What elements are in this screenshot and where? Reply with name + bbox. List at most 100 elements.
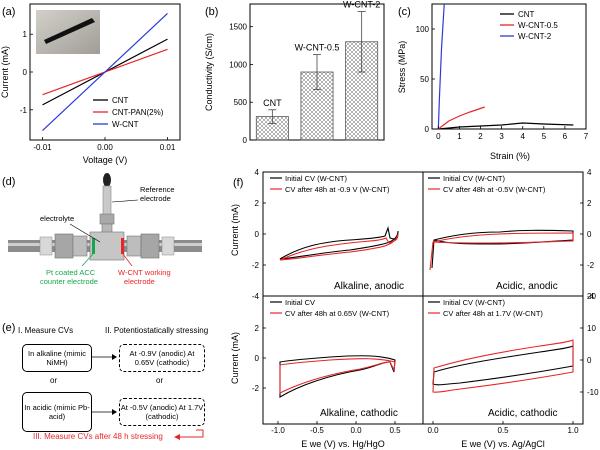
panel-a: (a) -0.01 0.00 0.01 -1 0 1 CNT CNT-PAN(2%) W-… — [0, 3, 181, 165]
c-xtick-label: 3 — [499, 132, 504, 141]
f-tr-legend-1: CV after 48h at -0.5V (W-CNT) — [443, 185, 546, 194]
f-xtick-label-left: -1.0 — [271, 426, 285, 435]
working-leader — [122, 253, 133, 267]
panel-c-frame — [431, 3, 587, 130]
acidic-box: In acidic (mimic Pb-acid) — [22, 392, 92, 432]
cv-tr-after — [429, 232, 574, 271]
panel-e-arrows: (e) — [2, 322, 204, 440]
a-ytick-label: 0 — [23, 68, 28, 77]
working-label-line2: electrode — [124, 277, 155, 286]
counter-electrode-mark — [92, 238, 95, 254]
panel-b-bars: CNT W-CNT-0.5 W-CNT-2 — [255, 0, 380, 141]
f-ytick-label-top-left: 2 — [255, 199, 260, 208]
f-bottom-ylabel: Current (mA) — [230, 332, 240, 384]
f-tr-legend-0: Initial CV (W-CNT) — [443, 174, 505, 183]
reference-label-line2: electrode — [140, 194, 171, 203]
alkaline-box: In alkaline (mimic NiMH) — [22, 344, 92, 372]
f-ytick-label-top-left: 4 — [255, 168, 260, 177]
f-tr-title: Acidic, anodic — [496, 281, 558, 292]
legend-label-cnt-pan: CNT-PAN(2%) — [112, 108, 164, 117]
c-ytick-label: 0 — [425, 125, 430, 134]
f-xlabel-left: E we (V) vs. Hg/HgO — [301, 439, 385, 449]
panel-a-letter: (a) — [2, 6, 15, 18]
panel-c-xlabel: Strain (%) — [490, 151, 530, 161]
a-xtick-label: 0.01 — [160, 143, 176, 152]
panel-a-ylabel: Current (mA) — [0, 46, 10, 98]
series-line-w-cnt — [42, 13, 168, 131]
alkaline-stress-box: At -0.9V (anodic) At 0.65V (cathodic) — [119, 344, 205, 372]
legend-label-c-wcnt2: W-CNT-2 — [518, 32, 552, 41]
bar-label-w-cnt-2: W-CNT-2 — [343, 0, 380, 10]
left-nut — [54, 233, 74, 259]
f-ytick-label-top-right: -2 — [587, 261, 595, 270]
panel-b-ylabel: Conductivity (S/cm) — [204, 33, 214, 111]
panel-d-letter: (d) — [2, 176, 15, 188]
panel-a-xlabel: Voltage (V) — [83, 155, 128, 165]
or-right: or — [156, 376, 164, 385]
c-xtick-label: 5 — [542, 132, 547, 141]
f-ytick-label-top-right: 4 — [587, 168, 592, 177]
panel-c-ticks: 0 1 2 3 4 5 6 7 0 50 100 — [416, 25, 589, 141]
right-collar — [161, 236, 175, 256]
c-series-cnt — [438, 122, 574, 130]
f-ytick-label-bottom-left: 0 — [255, 354, 260, 363]
counter-label-line2: counter electrode — [40, 277, 98, 286]
panel-c-letter: (c) — [398, 6, 411, 18]
f-ytick-label-bottom-right: 20 — [587, 292, 596, 301]
c-series-w-cnt-2 — [437, 3, 445, 130]
legend-label-w-cnt: W-CNT — [112, 120, 139, 129]
c-ytick-label: 100 — [416, 25, 430, 34]
b-ytick-label: 1500 — [229, 23, 247, 32]
working-electrode-mark — [121, 238, 124, 254]
reference-label: Reference electrode — [140, 185, 177, 203]
panel-f: (f) Initial CV (W-CNT) CV after 48h at -… — [230, 168, 599, 449]
f-xtick-label-right: 0.0 — [427, 426, 439, 435]
legend-label-c-wcnt05: W-CNT-0.5 — [518, 21, 558, 30]
cv-bl-after — [279, 358, 396, 394]
f-bl-legend-1: CV after 48h at 0.65V (W-CNT) — [285, 309, 390, 318]
working-label: W-CNT working electrode — [118, 268, 173, 286]
f-ytick-label-bottom-left: 2 — [255, 324, 260, 333]
c-ytick-label: 50 — [420, 75, 429, 84]
f-ytick-label-top-left: -4 — [252, 292, 260, 301]
sample-strip-image — [44, 18, 95, 44]
counter-label: Pt coated ACC counter electrode — [40, 268, 98, 286]
f-tl-legend-0: Initial CV (W-CNT) — [285, 174, 347, 183]
c-xtick-label: 6 — [563, 132, 568, 141]
b-ytick-label: 0 — [243, 136, 248, 145]
f-xtick-label-left: 0.0 — [350, 426, 362, 435]
reference-label-line1: Reference — [140, 185, 175, 194]
acidic-stress-box: At -0.5V (anodic) At 1.7V (cathodic) — [119, 398, 205, 426]
acidic-box-text: In acidic (mimic Pb-acid) — [24, 403, 90, 421]
c-xtick-label: 2 — [478, 132, 483, 141]
f-bl-legend-0: Initial CV — [285, 298, 315, 307]
left-collar — [39, 236, 53, 256]
panel-a-ticks: -0.01 0.00 0.01 -1 0 1 — [20, 30, 176, 152]
reference-leader — [111, 199, 139, 203]
b-ytick-label: 500 — [234, 98, 248, 107]
cv-bl-initial — [279, 355, 396, 398]
arrowhead-acid — [112, 409, 117, 415]
legend-label-cnt: CNT — [112, 96, 129, 105]
legend-label-c-cnt: CNT — [518, 10, 535, 19]
panel-d: (d) Reference electrode electrolyte Pt c… — [2, 173, 202, 286]
a-xtick-label: -0.01 — [33, 143, 52, 152]
alkaline-box-text: In alkaline (mimic NiMH) — [28, 349, 86, 367]
panel-b: (b) CNT W-CNT-0.5 W-CNT-2 0 500 1000 1500 Con… — [204, 0, 385, 145]
bar-label-cnt: CNT — [263, 98, 282, 108]
f-ytick-label-bottom-right: -10 — [587, 388, 599, 397]
cv-tr-initial — [431, 229, 574, 269]
f-xtick-label-right: 1.0 — [567, 426, 579, 435]
panel-c-ylabel: Stress (MPa) — [397, 41, 407, 94]
f-ytick-label-top-right: 0 — [587, 230, 592, 239]
f-tl-title: Alkaline, anodic — [334, 281, 404, 292]
f-xtick-label-left: -0.5 — [310, 426, 324, 435]
f-xtick-label-left: 0.5 — [389, 426, 401, 435]
step2-label: II. Potentiostatically stressing — [105, 326, 209, 335]
panel-e-letter: (e) — [2, 322, 15, 334]
c-xtick-label: 1 — [457, 132, 462, 141]
f-ytick-label-bottom-right: 10 — [587, 324, 596, 333]
reference-fitting — [99, 213, 115, 225]
f-br-title: Acidic, cathodic — [488, 408, 557, 419]
